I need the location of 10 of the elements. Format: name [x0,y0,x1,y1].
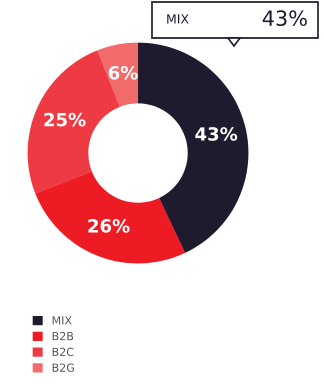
data-label: 25% [44,112,86,126]
data-label: 43% [195,127,238,141]
legend-label: B2C [52,348,74,356]
legend-label: B2B [52,332,74,340]
legend-label: B2G [52,363,74,372]
data-label: 26% [88,219,130,233]
legend-label: MIX [52,316,72,324]
data-label: 6% [108,66,138,80]
text: 43% [262,10,307,26]
text: MIX [167,14,189,24]
